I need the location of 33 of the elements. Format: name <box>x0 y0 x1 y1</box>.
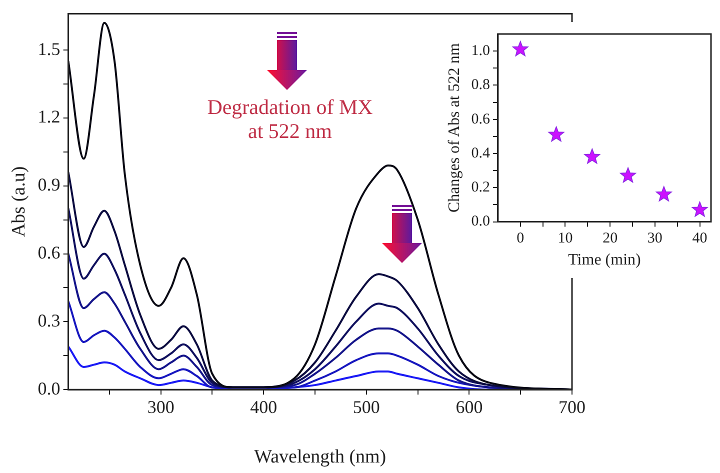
y-tick-label: 1.0 <box>471 43 490 60</box>
point <box>512 40 528 56</box>
x-tick-label: 300 <box>147 397 174 418</box>
x-tick-label: 500 <box>352 397 380 418</box>
point <box>692 201 708 217</box>
y-tick-label: 0.0 <box>38 378 60 398</box>
y-axis-title: Changes of Abs at 522 nm <box>446 42 463 213</box>
x-tick-label: 600 <box>456 397 483 418</box>
y-tick-label: 1.2 <box>38 106 60 127</box>
x-tick-label: 700 <box>558 397 586 418</box>
y-tick-label: 0.3 <box>38 310 60 330</box>
y-axis-title: Abs (a.u) <box>8 166 30 238</box>
y-tick-label: 0.2 <box>471 180 490 196</box>
x-tick-label: 0 <box>516 230 524 247</box>
y-tick-label: 1.5 <box>38 38 60 59</box>
y-tick-label: 0.6 <box>38 242 60 263</box>
point <box>656 186 672 202</box>
x-tick-label: 30 <box>647 230 662 247</box>
point <box>548 126 564 142</box>
y-tick-label: 0.0 <box>471 214 490 230</box>
annotation: Degradation of MX at 522 nm <box>206 95 374 143</box>
x-tick-label: 400 <box>250 397 278 418</box>
y-tick-label: 0.6 <box>471 111 490 128</box>
y-tick-label: 0.4 <box>471 145 490 162</box>
x-tick-label: 10 <box>558 230 573 247</box>
y-tick-label: 0.8 <box>471 77 490 94</box>
x-axis-title: Time (min) <box>568 252 641 269</box>
x-axis-title: Wavelength (nm) <box>254 446 386 468</box>
point <box>584 148 600 164</box>
point <box>620 167 636 183</box>
y-tick-label: 0.9 <box>38 174 60 195</box>
x-tick-label: 40 <box>692 230 708 247</box>
x-tick-label: 20 <box>602 230 618 247</box>
